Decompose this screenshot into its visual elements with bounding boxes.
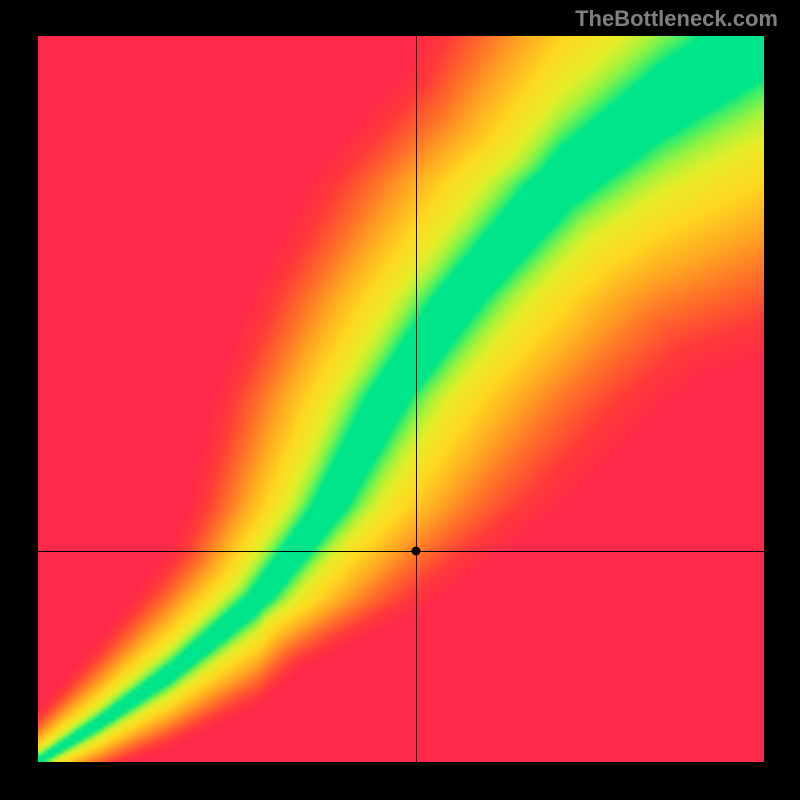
attribution-text: TheBottleneck.com <box>575 6 778 32</box>
crosshair-vertical <box>416 36 417 762</box>
plot-area <box>38 36 764 762</box>
marker-dot <box>412 547 421 556</box>
crosshair-horizontal <box>38 551 764 552</box>
heatmap-canvas <box>38 36 764 762</box>
